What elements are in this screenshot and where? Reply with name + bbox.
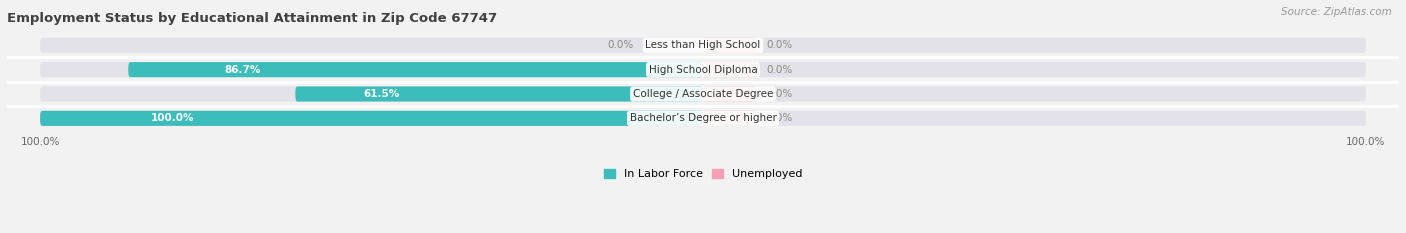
FancyBboxPatch shape [41, 38, 1365, 53]
FancyBboxPatch shape [703, 62, 756, 77]
FancyBboxPatch shape [41, 62, 1365, 77]
Legend: In Labor Force, Unemployed: In Labor Force, Unemployed [599, 164, 807, 184]
FancyBboxPatch shape [128, 62, 703, 77]
Text: 0.0%: 0.0% [766, 89, 792, 99]
Text: Employment Status by Educational Attainment in Zip Code 67747: Employment Status by Educational Attainm… [7, 12, 498, 24]
Text: 100.0%: 100.0% [150, 113, 194, 123]
Text: 0.0%: 0.0% [766, 40, 792, 50]
Text: 86.7%: 86.7% [224, 65, 260, 75]
FancyBboxPatch shape [41, 86, 1365, 102]
FancyBboxPatch shape [703, 38, 756, 53]
Text: College / Associate Degree: College / Associate Degree [633, 89, 773, 99]
Text: 0.0%: 0.0% [766, 113, 792, 123]
Text: 0.0%: 0.0% [766, 65, 792, 75]
FancyBboxPatch shape [703, 86, 756, 102]
Text: Source: ZipAtlas.com: Source: ZipAtlas.com [1281, 7, 1392, 17]
FancyBboxPatch shape [295, 86, 703, 102]
Text: Less than High School: Less than High School [645, 40, 761, 50]
FancyBboxPatch shape [41, 111, 703, 126]
Text: 0.0%: 0.0% [607, 40, 633, 50]
Text: Bachelor’s Degree or higher: Bachelor’s Degree or higher [630, 113, 776, 123]
FancyBboxPatch shape [41, 111, 1365, 126]
FancyBboxPatch shape [703, 111, 756, 126]
Text: High School Diploma: High School Diploma [648, 65, 758, 75]
Text: 61.5%: 61.5% [363, 89, 399, 99]
